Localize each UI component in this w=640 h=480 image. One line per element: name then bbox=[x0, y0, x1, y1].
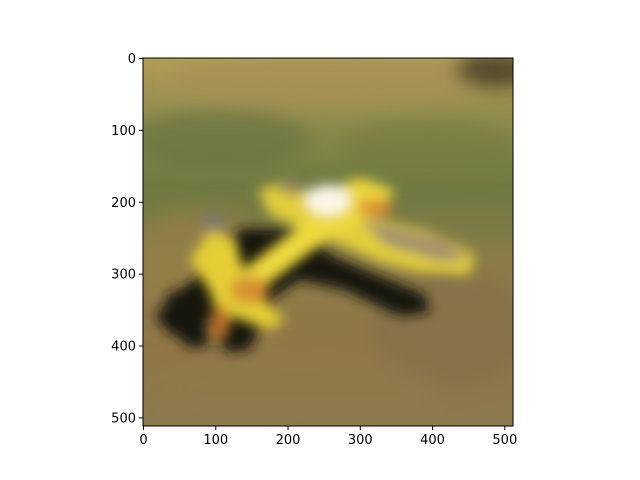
x-tick-label: 500 bbox=[492, 433, 517, 448]
photo-image bbox=[143, 58, 513, 426]
x-axis: 0 100 200 300 400 500 bbox=[139, 426, 517, 448]
y-tick-label: 0 bbox=[128, 52, 136, 67]
x-tick-label: 0 bbox=[139, 433, 147, 448]
plot-frame bbox=[142, 57, 514, 427]
y-tick-label: 200 bbox=[111, 196, 136, 211]
y-tick-label: 400 bbox=[111, 340, 136, 355]
airplane bbox=[190, 178, 475, 340]
y-tick-label: 100 bbox=[111, 124, 136, 139]
y-tick-label: 300 bbox=[111, 268, 136, 283]
x-tick-label: 300 bbox=[348, 433, 373, 448]
y-tick-label: 500 bbox=[111, 411, 136, 426]
x-tick-label: 400 bbox=[420, 433, 445, 448]
x-tick-label: 200 bbox=[276, 433, 301, 448]
x-tick-label: 100 bbox=[203, 433, 228, 448]
y-axis: 0 100 200 300 400 500 bbox=[111, 52, 143, 426]
